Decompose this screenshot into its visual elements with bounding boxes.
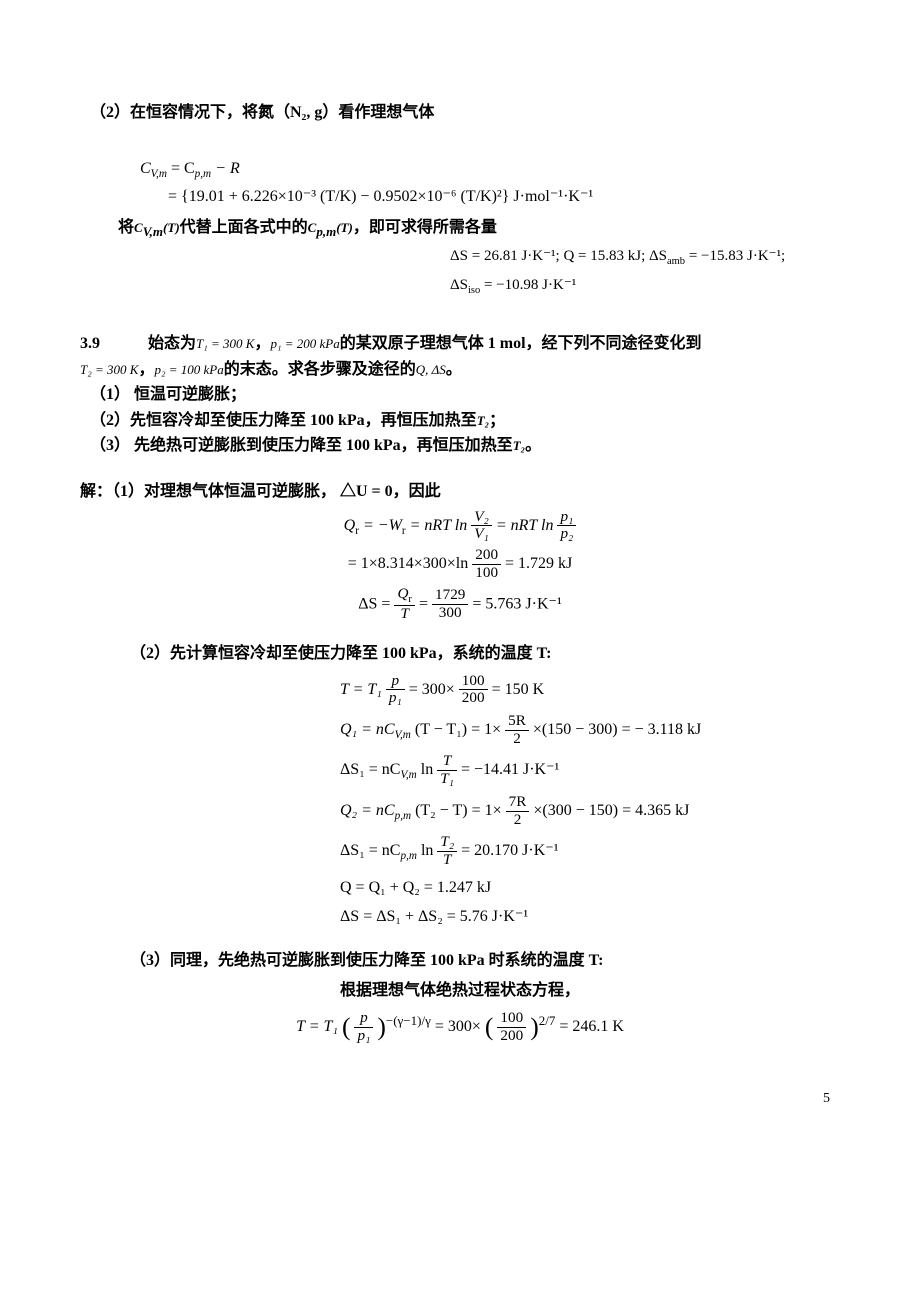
sol2-q2: Q₂ = nCp,m (T₂ − T) = 1× 7R2 ×(300 − 150… xyxy=(340,794,840,828)
s1-heading-text: （2）在恒容情况下，将氮（N₂, g）看作理想气体 xyxy=(90,104,434,121)
sol1-head: 解：（1）对理想气体恒温可逆膨胀， △U = 0，因此 xyxy=(80,479,840,505)
sol2-equations: T = T₁ pp₁ = 300× 100200 = 150 K Q₁ = nC… xyxy=(340,673,840,930)
solution-3: （3）同理，先绝热可逆膨胀到使压力降至 100 kPa 时系统的温度 T: 根据… xyxy=(80,948,840,1048)
section-2-heading: （2）在恒容情况下，将氮（N₂, g）看作理想气体 xyxy=(90,100,840,126)
s1-result-line2: ΔSiso = −10.98 J·K⁻¹ xyxy=(450,272,840,301)
cv-equation-block: CV,m = Cp,m − R = {19.01 + 6.226×10⁻³ (T… xyxy=(140,156,840,210)
sol2-qsum: Q = Q₁ + Q₂ = 1.247 kJ xyxy=(340,875,840,901)
problem-intro-line1: 3.9 始态为T₁ = 300 K，p₁ = 200 kPa的某双原子理想气体 … xyxy=(80,331,840,357)
replace-line: 将CV,m(T)代替上面各式中的Cp,m(T)，即可求得所需各量 xyxy=(118,215,840,243)
problem-3-9: 3.9 始态为T₁ = 300 K，p₁ = 200 kPa的某双原子理想气体 … xyxy=(80,331,840,459)
sol1-eq1: Qr = −Wr = nRT ln V₂V₁ = nRT ln p₁p₂ xyxy=(80,509,840,543)
sol2-head: （2）先计算恒容冷却至使压力降至 100 kPa，系统的温度 T: xyxy=(130,641,840,667)
sol1-eq3: ΔS = QrT = 1729300 = 5.763 J·K⁻¹ xyxy=(80,586,840,623)
problem-item-3: （3） 先绝热可逆膨胀到使压力降至 100 kPa，再恒压加热至T₂。 xyxy=(90,433,840,459)
cv-line2: = {19.01 + 6.226×10⁻³ (T/K) − 0.9502×10⁻… xyxy=(140,184,840,210)
page-number: 5 xyxy=(80,1088,840,1110)
sol1-eq2: = 1×8.314×300×ln 200100 = 1.729 kJ xyxy=(80,547,840,581)
solution-1: 解：（1）对理想气体恒温可逆膨胀， △U = 0，因此 Qr = −Wr = n… xyxy=(80,479,840,623)
solution-2: （2）先计算恒容冷却至使压力降至 100 kPa，系统的温度 T: T = T₁… xyxy=(80,641,840,930)
sol3-line2: 根据理想气体绝热过程状态方程， xyxy=(80,978,840,1004)
sol2-dssum: ΔS = ΔS₁ + ΔS₂ = 5.76 J·K⁻¹ xyxy=(340,904,840,930)
sol3-eq: T = T₁ ( pp₁ )−(γ−1)/γ = 300× ( 100200 )… xyxy=(80,1007,840,1048)
problem-number: 3.9 xyxy=(80,335,100,352)
problem-item-2: （2）先恒容冷却至使压力降至 100 kPa，再恒压加热至T₂； xyxy=(90,408,840,434)
cv-line1: CV,m = Cp,m − R xyxy=(140,156,840,184)
problem-item-1: （1） 恒温可逆膨胀； xyxy=(90,382,840,408)
s1-results: ΔS = 26.81 J·K⁻¹; Q = 15.83 kJ; ΔSamb = … xyxy=(450,243,840,301)
sol3-head: （3）同理，先绝热可逆膨胀到使压力降至 100 kPa 时系统的温度 T: xyxy=(130,948,840,974)
s1-result-line1: ΔS = 26.81 J·K⁻¹; Q = 15.83 kJ; ΔSamb = … xyxy=(450,243,840,272)
sol2-eqT: T = T₁ pp₁ = 300× 100200 = 150 K xyxy=(340,673,840,707)
sol2-q1: Q₁ = nCV,m (T − T₁) = 1× 5R2 ×(150 − 300… xyxy=(340,713,840,747)
problem-intro-line2: T₂ = 300 K，p₂ = 100 kPa的末态。求各步骤及途径的Q, ΔS… xyxy=(80,357,840,383)
sol2-ds2: ΔS₁ = nCp,m ln T₂T = 20.170 J·K⁻¹ xyxy=(340,834,840,868)
sol2-ds1: ΔS₁ = nCV,m ln TT₁ = −14.41 J·K⁻¹ xyxy=(340,753,840,787)
